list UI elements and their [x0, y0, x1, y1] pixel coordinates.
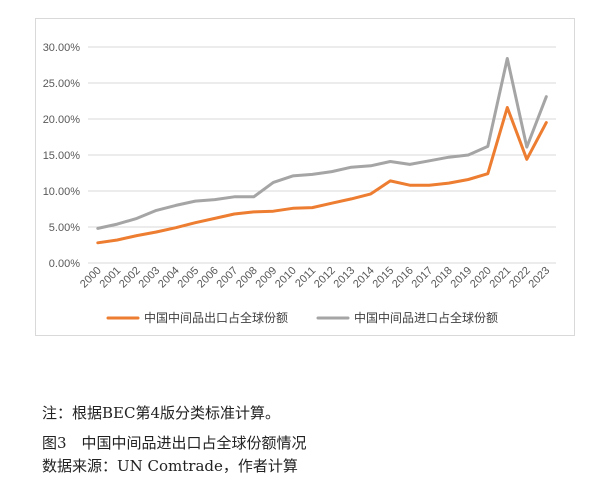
x-tick-label: 2010 — [273, 265, 299, 291]
x-tick-label: 2015 — [371, 265, 397, 291]
x-tick-label: 2012 — [312, 265, 338, 291]
y-tick-label: 10.00% — [43, 186, 81, 198]
x-tick-label: 2009 — [254, 265, 280, 291]
note-line: 注：根据BEC第4版分类标准计算。 — [42, 404, 280, 422]
export-share-line — [96, 106, 548, 245]
x-tick-label: 2002 — [117, 265, 143, 291]
x-tick-label: 2006 — [195, 265, 221, 291]
x-tick-label: 2020 — [468, 265, 494, 291]
x-tick-label: 2017 — [410, 265, 436, 291]
x-tick-label: 2000 — [78, 265, 104, 291]
import-share-line — [96, 57, 548, 230]
x-tick-label: 2018 — [429, 265, 455, 291]
chart-frame: 0.00% 5.00% 10.00% 15.00% 20.00% 25.00% 30.00%… — [35, 18, 575, 336]
line-chart: 0.00% 5.00% 10.00% 15.00% 20.00% 25.00% 30.00%… — [43, 42, 556, 325]
y-tick-label: 25.00% — [43, 78, 81, 90]
x-tick-label: 2011 — [293, 265, 318, 290]
y-tick-label: 30.00% — [43, 42, 81, 54]
legend-label: 中国中间品出口占全球份额 — [144, 310, 288, 325]
x-tick-label: 2021 — [488, 265, 514, 291]
x-tick-label: 2014 — [351, 265, 377, 291]
x-tick-label: 2013 — [332, 265, 358, 291]
y-tick-label: 15.00% — [43, 150, 81, 162]
legend-label: 中国中间品进口占全球份额 — [354, 310, 498, 325]
y-tick-label: 5.00% — [49, 222, 80, 234]
x-tick-label: 2019 — [449, 265, 475, 291]
x-tick-label: 2007 — [215, 265, 241, 291]
x-tick-label: 2016 — [390, 265, 416, 291]
x-tick-label: 2005 — [176, 265, 202, 291]
x-tick-label: 2023 — [527, 265, 553, 291]
y-tick-label: 0.00% — [49, 258, 80, 270]
x-tick-label: 2001 — [98, 265, 124, 291]
y-tick-label: 20.00% — [43, 114, 81, 126]
x-tick-label: 2008 — [234, 265, 260, 291]
x-tick-label: 2004 — [156, 265, 182, 291]
x-tick-label: 2022 — [507, 265, 533, 291]
x-tick-label: 2003 — [137, 265, 163, 291]
source-line: 数据来源：UN Comtrade，作者计算 — [42, 457, 298, 475]
figure-caption: 图3 中国中间品进出口占全球份额情况 — [42, 434, 307, 452]
